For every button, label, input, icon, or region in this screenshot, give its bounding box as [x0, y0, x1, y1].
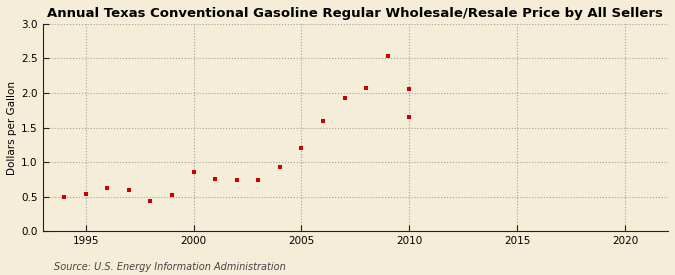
Point	[210, 177, 221, 181]
Point	[275, 165, 286, 169]
Title: Annual Texas Conventional Gasoline Regular Wholesale/Resale Price by All Sellers: Annual Texas Conventional Gasoline Regul…	[47, 7, 664, 20]
Y-axis label: Dollars per Gallon: Dollars per Gallon	[7, 81, 17, 175]
Text: Source: U.S. Energy Information Administration: Source: U.S. Energy Information Administ…	[54, 262, 286, 272]
Point	[404, 87, 414, 91]
Point	[317, 119, 328, 123]
Point	[360, 86, 371, 90]
Point	[232, 178, 242, 182]
Point	[124, 188, 134, 192]
Point	[382, 53, 393, 58]
Point	[102, 186, 113, 191]
Point	[404, 115, 414, 119]
Point	[188, 170, 199, 174]
Point	[253, 178, 264, 182]
Point	[145, 199, 156, 203]
Point	[167, 192, 178, 197]
Point	[296, 146, 307, 150]
Point	[59, 194, 70, 199]
Point	[339, 96, 350, 100]
Point	[80, 192, 91, 196]
